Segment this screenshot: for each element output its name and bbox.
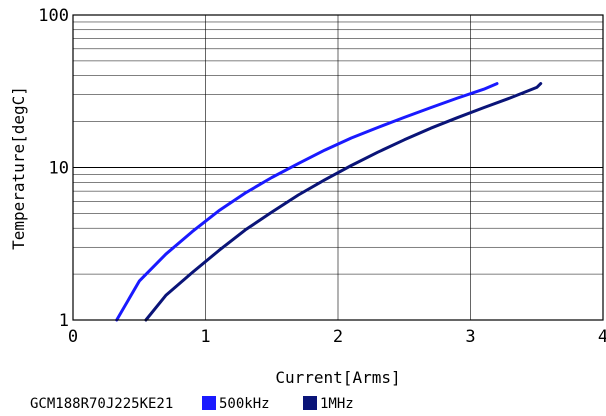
- legend-part-number: GCM188R70J225KE21: [30, 396, 173, 412]
- y-tick-label: 100: [38, 6, 69, 26]
- legend: GCM188R70J225KE21 500kHz 1MHz: [30, 396, 354, 412]
- x-tick-label: 4: [598, 327, 606, 347]
- legend-swatch-500khz: [202, 396, 216, 410]
- legend-label-500khz: 500kHz: [219, 396, 270, 412]
- x-tick-label: 2: [333, 327, 343, 347]
- legend-label-1mhz: 1MHz: [320, 396, 354, 412]
- x-tick-label: 3: [465, 327, 475, 347]
- x-tick-labels: 0 1 2 3 4: [68, 327, 606, 347]
- x-tick-label: 0: [68, 327, 78, 347]
- y-tick-label: 10: [49, 159, 69, 179]
- plot-frame: [72, 14, 604, 321]
- grid: [73, 15, 603, 320]
- series-line-500khz: [115, 82, 499, 322]
- x-tick-label: 1: [200, 327, 210, 347]
- series-layer: [115, 82, 543, 322]
- legend-swatch-1mhz: [303, 396, 317, 410]
- series-line-1mhz: [144, 82, 543, 322]
- y-tick-labels: 1 10 100: [38, 6, 69, 331]
- y-axis-title: Temperature[degC]: [9, 86, 28, 250]
- y-tick-label: 1: [59, 311, 69, 331]
- x-axis-title: Current[Arms]: [275, 368, 400, 387]
